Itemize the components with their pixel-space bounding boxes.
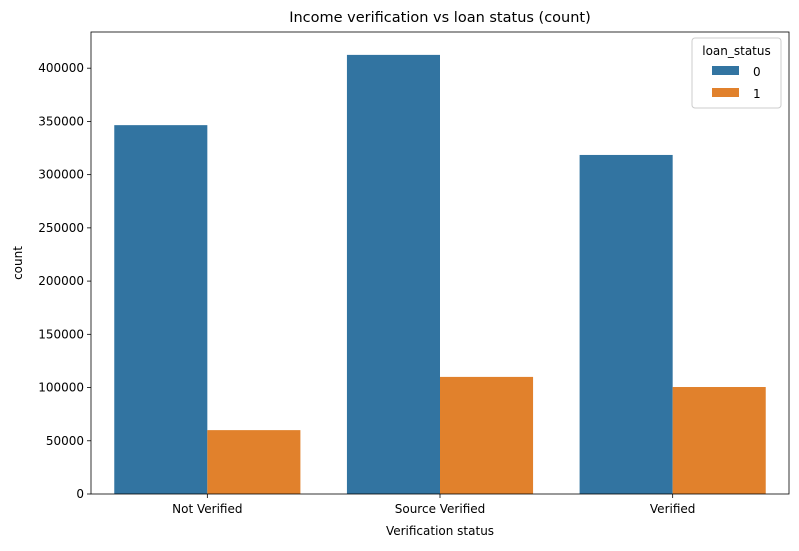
x-tick-label: Verified <box>650 502 696 516</box>
legend: loan_status 0 1 <box>691 37 782 109</box>
bar-series-1-verified <box>672 387 766 494</box>
x-tick-label: Not Verified <box>172 502 242 516</box>
y-tick-label: 250000 <box>38 221 84 235</box>
x-axis-ticks: Not Verified Source Verified Verified <box>172 494 695 516</box>
x-axis-label: Verification status <box>386 524 494 538</box>
x-tick-label: Source Verified <box>395 502 486 516</box>
y-axis-label: count <box>11 246 25 280</box>
legend-title: loan_status <box>702 44 771 58</box>
y-tick-label: 150000 <box>38 327 84 341</box>
y-tick-label: 50000 <box>46 434 84 448</box>
y-axis-ticks: 0 50000 100000 150000 200000 250000 300000 3500… <box>38 61 91 501</box>
bar-series-0-verified <box>579 154 673 495</box>
plot-frame <box>90 31 790 495</box>
bar-series-1-not-verified <box>207 430 301 494</box>
y-tick-label: 350000 <box>38 114 84 128</box>
legend-swatch-1 <box>712 88 739 97</box>
chart-title: Income verification vs loan status (coun… <box>289 10 591 26</box>
bar-series-1-source-verified <box>440 376 534 494</box>
y-tick-label: 100000 <box>38 381 84 395</box>
legend-swatch-0 <box>712 66 739 75</box>
bar-series-0-not-verified <box>114 125 208 494</box>
legend-label-0: 0 <box>753 65 761 79</box>
bars-group <box>114 54 766 495</box>
y-tick-label: 200000 <box>38 274 84 288</box>
bar-series-0-source-verified <box>346 54 440 495</box>
y-tick-label: 400000 <box>38 61 84 75</box>
y-tick-label: 0 <box>76 487 84 501</box>
legend-label-1: 1 <box>753 87 761 101</box>
y-tick-label: 300000 <box>38 168 84 182</box>
